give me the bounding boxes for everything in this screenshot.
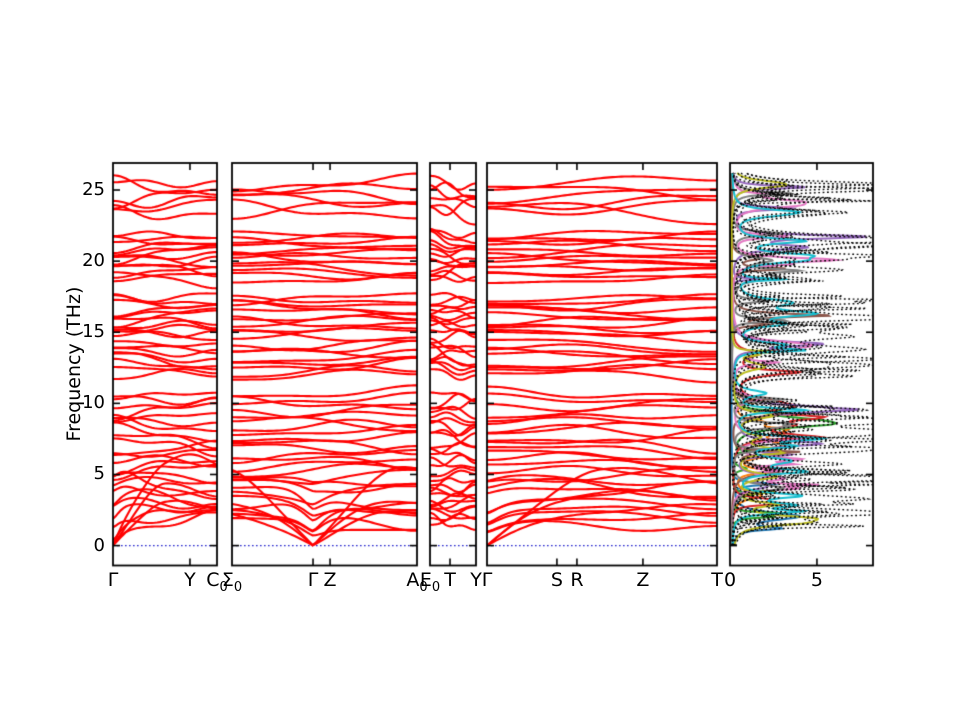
- k-label: C0: [206, 569, 228, 595]
- y-tick-label: 10: [82, 392, 105, 414]
- y-axis-label: Frequency (THz): [63, 286, 85, 442]
- k-label: R: [570, 569, 584, 591]
- y-tick-label: 5: [93, 463, 105, 485]
- k-label: Y: [470, 569, 482, 591]
- y-tick-label: 25: [82, 179, 105, 201]
- k-label: E0: [419, 569, 441, 595]
- y-tick-label: 15: [82, 321, 105, 343]
- k-label: Y: [184, 569, 196, 591]
- k-label: S: [550, 569, 563, 591]
- k-label: A0: [406, 569, 428, 595]
- dos-x-tick-label: 0: [723, 569, 737, 591]
- k-label: Γ: [481, 569, 493, 591]
- k-label: T: [711, 569, 723, 591]
- k-label: Γ: [307, 569, 319, 591]
- y-tick-label: 20: [82, 250, 105, 272]
- k-label: Σ0: [221, 569, 243, 595]
- k-label: Z: [323, 569, 337, 591]
- k-label: Z: [636, 569, 650, 591]
- y-tick-label: 0: [93, 534, 105, 556]
- k-label: T: [444, 569, 456, 591]
- dos-x-tick-label: 5: [810, 569, 823, 591]
- k-label: Γ: [107, 569, 119, 591]
